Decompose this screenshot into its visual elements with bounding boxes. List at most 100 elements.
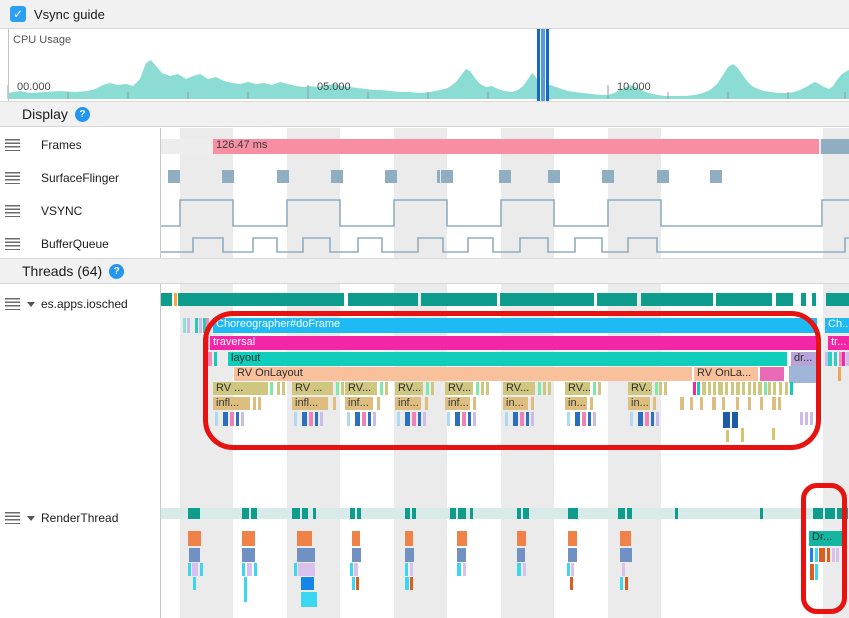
slice-draw[interactable]: dr... — [791, 352, 817, 366]
slice-traversal[interactable]: traversal — [210, 336, 818, 350]
caret-down-icon[interactable] — [27, 301, 35, 307]
time-label-0: 00.000 — [17, 81, 51, 93]
trace-tick — [653, 397, 656, 410]
trace-tick — [810, 564, 814, 580]
help-icon[interactable]: ? — [109, 263, 125, 279]
trace-tick — [425, 397, 428, 410]
caret-down-icon[interactable] — [27, 515, 35, 521]
vsync-guide-checkbox[interactable]: ✓ — [10, 6, 26, 22]
thread-state-segment — [618, 508, 625, 519]
trace-tick — [758, 382, 762, 395]
cpu-usage-title: CPU Usage — [13, 34, 72, 46]
trace-tick — [301, 592, 317, 607]
trace-tick — [742, 382, 745, 395]
slice-rv[interactable]: RV... — [395, 382, 423, 395]
trace-tick — [680, 397, 684, 410]
trace-tick — [593, 412, 596, 426]
trace-tick — [839, 352, 842, 366]
trace-tick — [368, 412, 371, 426]
trace-tick — [732, 412, 738, 428]
selection-marker[interactable] — [537, 29, 549, 101]
trace-tick — [277, 382, 280, 395]
drag-handle-icon[interactable] — [5, 172, 20, 184]
slice-draw-frame[interactable]: Dr... — [809, 531, 845, 546]
slice-inflate[interactable]: infl... — [292, 397, 328, 410]
thread-state-segment — [421, 293, 497, 306]
trace-tick — [520, 412, 524, 426]
trace-tick — [455, 412, 460, 426]
cpu-usage-panel[interactable]: CPU Usage 00.000 05.000 10.000 — [0, 29, 849, 101]
trace-tick — [789, 366, 816, 383]
slice-inflate[interactable]: in... — [628, 397, 650, 410]
trace-tick — [242, 563, 245, 576]
slice-rv[interactable]: RV ... — [292, 382, 333, 395]
trace-tick — [827, 548, 830, 562]
help-icon[interactable]: ? — [74, 106, 90, 122]
slice-rv-onlayout[interactable]: RV OnLayout — [234, 367, 692, 381]
trace-tick — [517, 563, 521, 576]
slice-choreographer[interactable]: Ch... — [825, 318, 849, 333]
vsync-stripe — [394, 284, 447, 618]
trace-tick — [620, 577, 623, 590]
slice-layout[interactable]: layout — [228, 352, 787, 366]
slice-inflate[interactable]: infl... — [213, 397, 250, 410]
trace-tick — [476, 382, 479, 395]
slice-rv[interactable]: RV... — [565, 382, 590, 395]
trace-tick — [779, 382, 782, 395]
thread-state-segment — [826, 293, 849, 306]
drag-handle-icon[interactable] — [5, 139, 20, 151]
trace-tick — [254, 563, 257, 576]
slice-rv[interactable]: RV ... — [213, 382, 268, 395]
slice-rv[interactable]: RV... — [345, 382, 377, 395]
thread-state-segment — [568, 508, 578, 519]
trace-tick — [700, 397, 703, 410]
surfaceflinger-event — [710, 170, 722, 183]
thread-state-segment — [641, 293, 713, 306]
trace-tick — [405, 577, 409, 590]
drag-handle-icon[interactable] — [5, 238, 20, 250]
trace-tick — [570, 577, 573, 590]
trace-tick — [244, 577, 247, 602]
trace-tick — [187, 318, 190, 333]
slice-inflate[interactable]: in... — [565, 397, 587, 410]
trace-tick — [230, 412, 234, 426]
slice-rv[interactable]: RV... — [503, 382, 535, 395]
surfaceflinger-event — [499, 170, 511, 183]
trace-tick — [350, 563, 353, 576]
track-label-vsync: VSYNC — [41, 204, 83, 218]
trace-tick — [188, 531, 201, 546]
trace-tick — [385, 382, 388, 395]
frames-slice[interactable]: 126.47 ms — [213, 139, 819, 154]
trace-tick — [828, 352, 832, 366]
trace-tick — [206, 318, 209, 333]
threads-section-title: Threads (64) — [22, 263, 103, 279]
trace-tick — [712, 397, 716, 410]
trace-tick — [819, 548, 825, 562]
slice-inflate[interactable]: in... — [503, 397, 528, 410]
drag-handle-icon[interactable] — [5, 512, 20, 524]
trace-tick — [722, 397, 725, 410]
slice-rv[interactable]: RV... — [445, 382, 473, 395]
trace-tick — [702, 382, 706, 395]
trace-tick — [373, 412, 376, 426]
slice-inflate[interactable]: inf... — [445, 397, 470, 410]
trace-tick — [468, 412, 471, 426]
trace-tick — [410, 563, 413, 576]
trace-tick — [655, 382, 658, 395]
trace-tick — [199, 318, 202, 333]
thread-state-segment — [292, 508, 300, 519]
slice-inflate[interactable]: inf... — [395, 397, 421, 410]
trace-tick — [526, 412, 529, 426]
slice-rv[interactable]: RV... — [628, 382, 652, 395]
drag-handle-icon[interactable] — [5, 205, 20, 217]
slice-choreographer[interactable]: Choreographer#doFrame — [213, 318, 817, 333]
slice-traversal[interactable]: tr... — [828, 336, 849, 350]
slice-inflate[interactable]: inf... — [345, 397, 373, 410]
trace-tick — [567, 412, 570, 426]
slice-rv-onlayout[interactable]: RV OnLa... — [694, 367, 758, 381]
trace-tick — [810, 548, 813, 562]
drag-handle-icon[interactable] — [5, 298, 20, 310]
trace-tick — [513, 412, 518, 426]
thread-row-renderthread: RenderThread — [0, 510, 118, 526]
trace-tick — [538, 382, 541, 395]
